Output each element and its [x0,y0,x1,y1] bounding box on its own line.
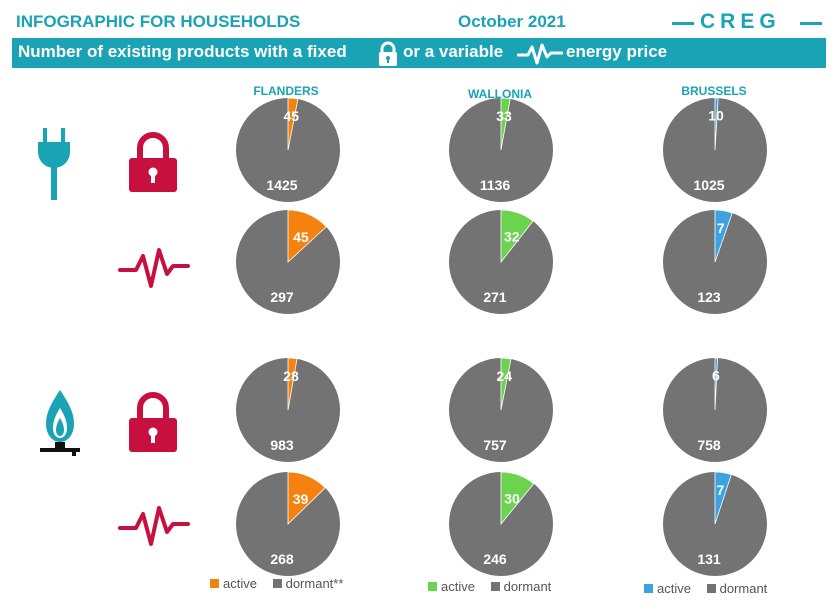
legend-label-dormant: dormant [503,579,552,594]
subtitle-banner: Number of existing products with a fixed… [12,38,826,68]
pie-label-dormant: 1025 [693,177,724,193]
pie-label-active: 33 [496,108,512,124]
legend-wallonia: active dormant [428,579,563,594]
legend-label-dormant: dormant** [285,576,344,591]
logo-text: CREG [700,10,781,33]
legend-swatch-active [210,579,219,588]
pie-gas-variable-wallonia: 30 246 [449,471,553,576]
pie-label-active: 45 [293,229,309,245]
pie-label-active: 7 [717,482,725,498]
region-header-flanders: FLANDERS [253,84,319,98]
pie-gas-fixed-wallonia: 24 757 [449,357,553,462]
pie-label-dormant: 1425 [266,177,297,193]
gas-flame-icon [40,390,80,456]
pie-label-active: 32 [504,228,520,244]
pie-label-dormant: 297 [270,289,294,305]
pie-slice-active [714,97,719,151]
pie-electricity-variable-wallonia: 32 271 [449,209,553,314]
legend-swatch-dormant [490,582,500,591]
pie-label-dormant: 271 [483,289,507,305]
pie-label-active: 39 [293,491,309,507]
pie-slice-active [714,209,733,263]
legend-label-active: active [657,581,691,596]
report-date: October 2021 [458,12,566,31]
pie-slice-active [287,209,327,263]
pie-gas-variable-brussels: 7 131 [663,471,767,576]
pie-label-active: 10 [708,108,724,124]
logo-dash-right [800,22,822,25]
pie-label-dormant: 1136 [480,177,511,193]
pie-slice-active [500,97,511,151]
legend-label-dormant: dormant [719,581,768,596]
pie-label-dormant: 246 [483,551,507,567]
creg-logo: CREG [672,10,822,36]
pie-label-dormant: 268 [270,551,294,567]
legend-swatch-dormant [706,584,716,593]
region-header-brussels: BRUSSELS [681,84,747,98]
pie-electricity-fixed-brussels: 10 1025 [663,97,767,202]
heartbeat-pulse-icon [118,506,190,546]
legend-swatch-dormant [272,579,282,588]
heartbeat-pulse-icon [118,248,190,288]
legend-swatch-active [428,582,437,591]
pie-slice-active [500,209,534,264]
pie-slice-active [287,357,298,411]
pie-gas-fixed-brussels: 6 758 [663,357,767,462]
pie-label-active: 28 [283,368,299,384]
pie-label-active: 30 [504,491,520,507]
legend-flanders: active dormant** [210,576,355,591]
logo-dash-left [672,22,694,25]
padlock-icon [129,392,177,452]
pie-label-dormant: 757 [483,437,507,453]
legend-swatch-active [644,584,653,593]
pie-electricity-variable-flanders: 45 297 [236,209,340,314]
pie-slice-active [287,97,299,151]
pie-label-dormant: 131 [697,551,721,567]
pie-electricity-fixed-wallonia: 33 1136 [449,97,553,202]
pie-label-dormant: 983 [270,437,294,453]
pie-slice-active [500,471,535,526]
legend-label-active: active [223,576,257,591]
pie-label-active: 7 [717,220,725,236]
electric-plug-icon [38,128,70,200]
legend-brussels: active dormant [644,581,779,596]
pie-gas-fixed-flanders: 28 983 [236,357,340,462]
pie-gas-variable-flanders: 39 268 [236,471,340,576]
pie-label-active: 6 [712,368,720,384]
pie-electricity-variable-brussels: 7 123 [663,209,767,314]
pie-label-dormant: 123 [697,289,721,305]
banner-text-3: energy price [566,42,668,61]
pie-slice-active [287,471,326,525]
pie-slice-active [714,357,718,411]
legend-label-active: active [441,579,475,594]
page-title: INFOGRAPHIC FOR HOUSEHOLDS [16,12,301,31]
pie-slice-active [714,471,732,525]
banner-text-1: Number of existing products with a fixed [18,42,347,61]
pie-electricity-fixed-flanders: 45 1425 [236,97,340,202]
pie-label-active: 24 [497,368,513,384]
pie-label-dormant: 758 [697,437,721,453]
banner-heartbeat-icon [517,43,563,65]
banner-padlock-icon [379,41,397,66]
padlock-icon [129,132,177,192]
region-header-wallonia: WALLONIA [468,87,532,101]
pie-label-active: 45 [284,108,300,124]
pie-slice-active [500,357,512,411]
banner-text-2: or a variable [403,42,504,61]
